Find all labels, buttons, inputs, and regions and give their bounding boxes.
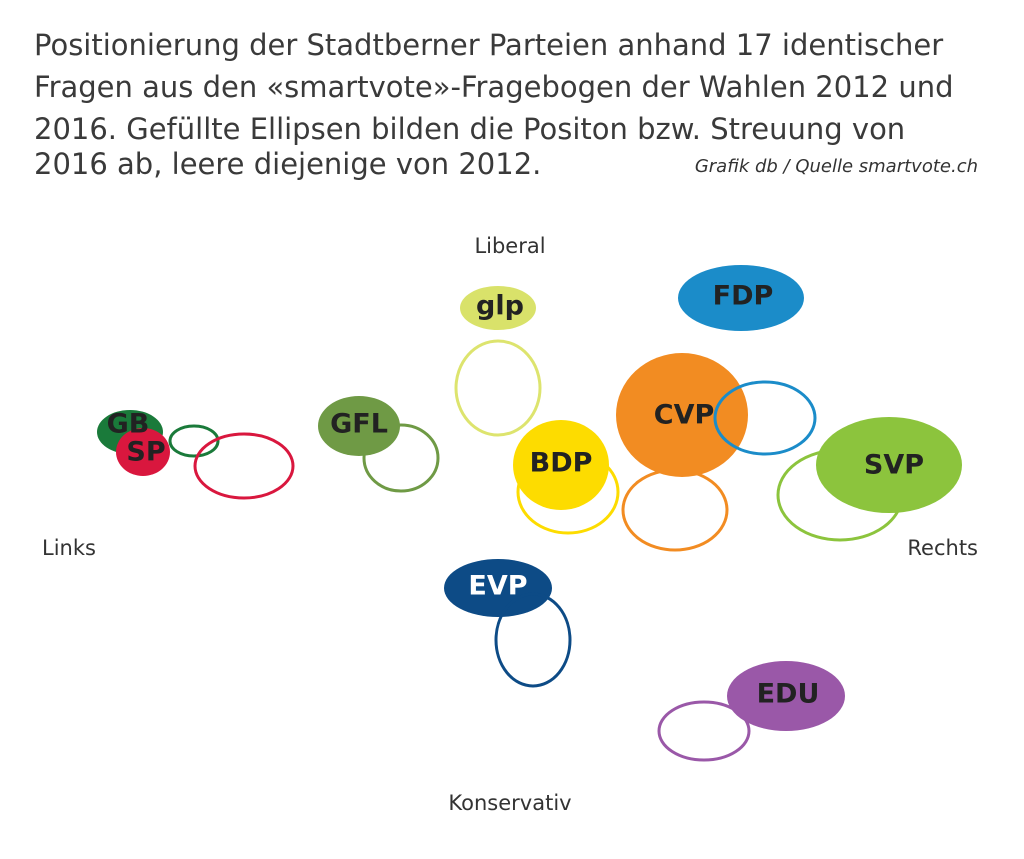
ellipse-2016 <box>616 353 748 477</box>
party-label: FDP <box>713 281 774 312</box>
ellipse-2012 <box>168 424 220 458</box>
ellipse-2016 <box>727 661 845 731</box>
party-label: GFL <box>330 409 388 440</box>
party-label: CVP <box>654 400 715 431</box>
ellipse-2012 <box>454 339 542 437</box>
axis-label: Rechts <box>907 536 978 560</box>
ellipse-2016 <box>513 420 609 510</box>
party-label: glp <box>476 291 524 322</box>
ellipse-2012 <box>713 380 817 456</box>
source: Grafik db / Quelle smartvote.ch <box>695 156 978 177</box>
ellipse-2012 <box>193 432 295 500</box>
party-label: EVP <box>468 571 527 602</box>
title-line: 2016. Gefüllte Ellipsen bilden die Posit… <box>34 112 905 146</box>
ellipse-2016 <box>460 286 536 330</box>
ellipse-2016 <box>816 417 962 513</box>
title-line: 2016 ab, leere diejenige von 2012. <box>34 147 541 181</box>
party-label: BDP <box>530 448 593 479</box>
axis-label: Liberal <box>474 234 545 258</box>
ellipse-2016 <box>318 396 400 456</box>
party-label: GB <box>107 409 150 440</box>
ellipse-2016 <box>116 428 170 476</box>
ellipse-2012 <box>621 468 729 552</box>
ellipse-2012 <box>362 423 440 493</box>
ellipse-2016 <box>444 559 552 617</box>
party-label: SVP <box>864 450 924 481</box>
axis-label: Konservativ <box>448 791 571 815</box>
axis-label: Links <box>42 536 96 560</box>
title-line: Positionierung der Stadtberner Parteien … <box>34 28 943 62</box>
ellipse-2012 <box>516 449 620 535</box>
party-label: SP <box>126 437 165 468</box>
party-label: EDU <box>757 679 820 710</box>
ellipse-2012 <box>494 592 572 688</box>
ellipse-2016 <box>678 265 804 331</box>
ellipse-2012 <box>657 700 751 762</box>
title-line: Fragen aus den «smartvote»-Fragebogen de… <box>34 70 954 104</box>
